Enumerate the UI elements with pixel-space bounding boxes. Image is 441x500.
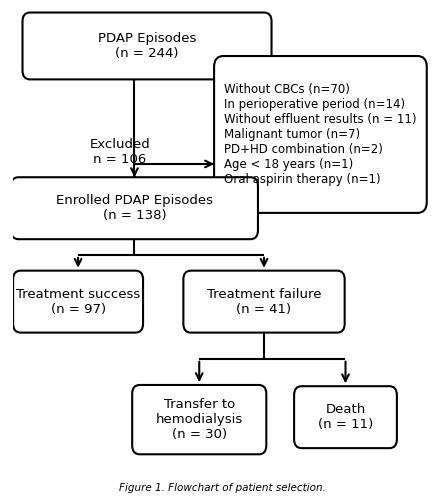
Text: Death
(n = 11): Death (n = 11) bbox=[318, 403, 373, 431]
Text: Transfer to
hemodialysis
(n = 30): Transfer to hemodialysis (n = 30) bbox=[156, 398, 243, 441]
FancyBboxPatch shape bbox=[132, 385, 266, 454]
FancyBboxPatch shape bbox=[22, 12, 272, 80]
FancyBboxPatch shape bbox=[214, 56, 427, 213]
Text: Excluded
n = 106: Excluded n = 106 bbox=[90, 138, 150, 166]
Text: Without CBCs (n=70)
In perioperative period (n=14)
Without effluent results (n =: Without CBCs (n=70) In perioperative per… bbox=[224, 83, 417, 186]
FancyBboxPatch shape bbox=[294, 386, 397, 448]
FancyBboxPatch shape bbox=[183, 270, 345, 332]
Text: Treatment success
(n = 97): Treatment success (n = 97) bbox=[16, 288, 140, 316]
Text: Figure 1. Flowchart of patient selection.: Figure 1. Flowchart of patient selection… bbox=[119, 484, 325, 494]
FancyBboxPatch shape bbox=[11, 177, 258, 239]
Text: PDAP Episodes
(n = 244): PDAP Episodes (n = 244) bbox=[98, 32, 196, 60]
FancyBboxPatch shape bbox=[13, 270, 143, 332]
Text: Enrolled PDAP Episodes
(n = 138): Enrolled PDAP Episodes (n = 138) bbox=[56, 194, 213, 222]
Text: Treatment failure
(n = 41): Treatment failure (n = 41) bbox=[207, 288, 321, 316]
